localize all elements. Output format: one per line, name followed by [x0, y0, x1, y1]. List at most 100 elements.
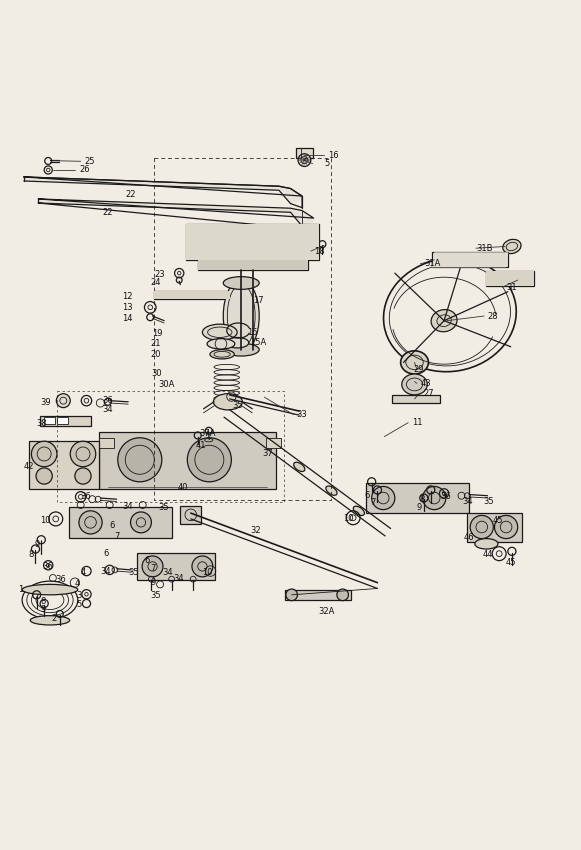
Bar — [432, 252, 508, 268]
Text: 12: 12 — [123, 292, 133, 301]
Ellipse shape — [401, 351, 428, 374]
Circle shape — [70, 441, 96, 467]
Text: 34: 34 — [462, 497, 473, 506]
Circle shape — [187, 438, 231, 482]
Polygon shape — [69, 507, 171, 538]
Text: 15A: 15A — [250, 338, 266, 347]
Bar — [137, 552, 215, 581]
Ellipse shape — [353, 507, 364, 515]
Bar — [186, 224, 320, 260]
Ellipse shape — [261, 439, 272, 448]
Text: 32: 32 — [250, 526, 260, 535]
Text: 13: 13 — [123, 303, 133, 312]
Circle shape — [56, 394, 70, 408]
Circle shape — [494, 515, 518, 539]
Bar — [58, 417, 68, 424]
Text: 36: 36 — [440, 492, 451, 502]
Text: 16: 16 — [328, 151, 339, 160]
Circle shape — [286, 589, 297, 601]
Text: 7: 7 — [114, 532, 120, 541]
Ellipse shape — [431, 309, 457, 332]
Text: 11: 11 — [412, 418, 423, 428]
Text: 1: 1 — [18, 585, 23, 594]
Text: 10: 10 — [202, 568, 213, 576]
Text: 8: 8 — [28, 550, 34, 559]
Bar — [505, 275, 515, 284]
Text: 34: 34 — [123, 502, 133, 511]
Ellipse shape — [210, 349, 234, 359]
Polygon shape — [432, 252, 508, 268]
Text: 34: 34 — [101, 567, 111, 575]
Ellipse shape — [30, 615, 70, 625]
Ellipse shape — [402, 374, 427, 395]
Polygon shape — [24, 177, 302, 204]
Text: 34: 34 — [173, 574, 184, 582]
Text: 20: 20 — [150, 350, 161, 359]
Text: 8: 8 — [419, 495, 425, 504]
Text: 9: 9 — [417, 503, 422, 512]
Bar — [198, 260, 308, 270]
Text: 39: 39 — [40, 399, 51, 407]
Circle shape — [470, 515, 493, 539]
Text: 6: 6 — [104, 549, 109, 558]
Circle shape — [192, 556, 213, 577]
Bar — [285, 590, 352, 600]
Text: 44: 44 — [483, 550, 493, 559]
Polygon shape — [486, 271, 534, 286]
Polygon shape — [198, 260, 308, 270]
Text: 4: 4 — [81, 568, 86, 576]
Text: 29: 29 — [413, 365, 424, 374]
Text: 2: 2 — [52, 614, 57, 623]
Text: 15: 15 — [247, 328, 257, 337]
Text: 35: 35 — [150, 591, 161, 600]
Text: 37A: 37A — [199, 429, 216, 439]
Polygon shape — [366, 483, 469, 513]
Bar — [266, 438, 281, 448]
Text: 30A: 30A — [159, 380, 175, 389]
Text: 38: 38 — [37, 419, 48, 428]
Ellipse shape — [202, 324, 237, 340]
Bar — [518, 275, 528, 284]
Circle shape — [372, 486, 395, 510]
Text: 36: 36 — [81, 492, 91, 502]
Text: 9: 9 — [34, 540, 40, 549]
Polygon shape — [392, 395, 440, 403]
Text: 37: 37 — [263, 450, 274, 458]
Text: 22: 22 — [125, 190, 136, 199]
Circle shape — [75, 468, 91, 484]
Circle shape — [298, 154, 311, 167]
Text: 35: 35 — [483, 497, 493, 506]
Text: 35: 35 — [232, 401, 243, 410]
Text: 34: 34 — [102, 405, 113, 415]
Circle shape — [79, 511, 102, 534]
Polygon shape — [467, 513, 522, 542]
Bar — [99, 438, 114, 448]
Text: 6: 6 — [365, 491, 370, 500]
Text: 35: 35 — [159, 503, 169, 512]
Text: 33: 33 — [296, 410, 307, 419]
Polygon shape — [99, 432, 276, 489]
Text: 6: 6 — [110, 521, 115, 530]
Bar — [69, 507, 171, 538]
Text: 7: 7 — [371, 498, 376, 507]
Text: 31: 31 — [506, 282, 517, 292]
Ellipse shape — [213, 394, 242, 410]
Polygon shape — [155, 291, 229, 298]
Text: 31B: 31B — [476, 244, 493, 252]
Ellipse shape — [225, 337, 249, 348]
Text: 43: 43 — [421, 379, 432, 388]
Ellipse shape — [223, 276, 259, 289]
Circle shape — [142, 556, 163, 577]
Text: 14: 14 — [123, 314, 133, 323]
Text: 10: 10 — [343, 514, 353, 524]
Text: 41: 41 — [196, 441, 206, 450]
Text: 19: 19 — [153, 329, 163, 338]
Text: 27: 27 — [424, 389, 435, 398]
Polygon shape — [28, 441, 99, 489]
Text: 30: 30 — [152, 370, 162, 378]
Text: 7: 7 — [150, 564, 156, 573]
Text: 45: 45 — [506, 558, 517, 567]
Text: 22: 22 — [102, 208, 113, 218]
Ellipse shape — [223, 280, 259, 352]
Polygon shape — [38, 199, 314, 226]
